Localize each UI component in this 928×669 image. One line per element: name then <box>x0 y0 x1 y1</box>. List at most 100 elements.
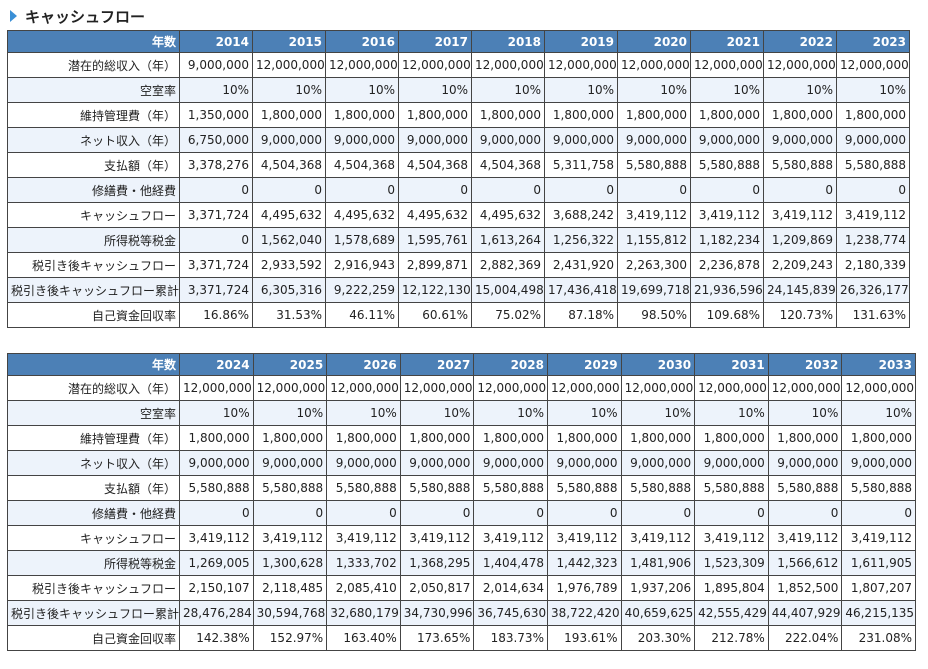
cell-value: 0 <box>836 177 910 203</box>
cell-value: 0 <box>690 177 764 203</box>
cell-value: 0 <box>252 177 326 203</box>
cell-value: 10% <box>252 77 326 103</box>
cell-value: 10% <box>399 400 475 426</box>
cell-value: 0 <box>841 500 916 526</box>
cell-value: 5,580,888 <box>690 152 764 178</box>
cell-value: 9,000,000 <box>326 450 401 476</box>
cell-value: 42,555,429 <box>694 600 769 626</box>
cell-value: 1,800,000 <box>252 425 328 451</box>
cell-value: 3,419,112 <box>836 202 910 228</box>
section-title: キャッシュフロー <box>10 5 145 27</box>
year-header: 2027 <box>399 353 475 376</box>
year-header: 2031 <box>694 353 769 376</box>
cell-value: 109.68% <box>690 302 764 328</box>
title-text: キャッシュフロー <box>25 7 146 26</box>
cell-value: 9,000,000 <box>620 450 696 476</box>
row-label: 自己資金回収率 <box>7 302 180 328</box>
title-marker <box>10 10 17 22</box>
year-header: 2015 <box>252 30 326 53</box>
year-header: 2032 <box>767 353 843 376</box>
cell-value: 1,300,628 <box>252 550 328 576</box>
cell-value: 1,800,000 <box>252 102 326 128</box>
cell-value: 12,000,000 <box>694 375 769 401</box>
cell-value: 2,263,300 <box>617 252 691 278</box>
cell-value: 3,419,112 <box>841 525 916 551</box>
cell-value: 3,371,724 <box>179 277 253 303</box>
cell-value: 4,504,368 <box>471 152 545 178</box>
cell-value: 2,050,817 <box>399 575 475 601</box>
data-row: 空室率 10% 10% 10% 10% 10% 10% 10% 10% 10% 10% <box>7 400 916 426</box>
cell-value: 2,899,871 <box>398 252 472 278</box>
cell-value: 152.97% <box>252 625 328 651</box>
cell-value: 12,000,000 <box>690 52 764 78</box>
cell-value: 0 <box>694 500 769 526</box>
cell-value: 1,368,295 <box>399 550 475 576</box>
cell-value: 2,209,243 <box>763 252 837 278</box>
year-header: 2029 <box>546 353 622 376</box>
cell-value: 12,000,000 <box>326 375 401 401</box>
cell-value: 5,580,888 <box>620 475 696 501</box>
cell-value: 3,419,112 <box>694 525 769 551</box>
cell-value: 1,807,207 <box>841 575 916 601</box>
row-label: 修繕費・他経費 <box>7 177 180 203</box>
row-label: 所得税等税金 <box>7 550 180 576</box>
cell-value: 38,722,420 <box>546 600 622 626</box>
data-row: 空室率 10% 10% 10% 10% 10% 10% 10% 10% 10% 10% <box>7 77 910 103</box>
cell-value: 163.40% <box>326 625 401 651</box>
cell-value: 9,000,000 <box>546 450 622 476</box>
cell-value: 46.11% <box>325 302 399 328</box>
cell-value: 1,800,000 <box>763 102 837 128</box>
cell-value: 203.30% <box>620 625 696 651</box>
cell-value: 5,580,888 <box>836 152 910 178</box>
cell-value: 1,209,869 <box>763 227 837 253</box>
cell-value: 1,800,000 <box>767 425 843 451</box>
cell-value: 1,155,812 <box>617 227 691 253</box>
row-label: キャッシュフロー <box>7 202 180 228</box>
cell-value: 4,495,632 <box>398 202 472 228</box>
data-row: 自己資金回収率 142.38% 152.97% 163.40% 173.65% 183.7… <box>7 625 916 651</box>
cell-value: 1,800,000 <box>620 425 696 451</box>
cell-value: 5,580,888 <box>546 475 622 501</box>
cell-value: 0 <box>544 177 618 203</box>
year-header: 2026 <box>326 353 401 376</box>
cell-value: 46,215,135 <box>841 600 916 626</box>
cell-value: 10% <box>473 400 548 426</box>
cell-value: 0 <box>473 500 548 526</box>
year-header: 2028 <box>473 353 548 376</box>
cell-value: 9,000,000 <box>690 127 764 153</box>
cell-value: 5,311,758 <box>544 152 618 178</box>
row-label: 空室率 <box>7 77 180 103</box>
data-row: 維持管理費（年） 1,800,000 1,800,000 1,800,000 1,800… <box>7 425 916 451</box>
cell-value: 1,404,478 <box>473 550 548 576</box>
cell-value: 10% <box>544 77 618 103</box>
cell-value: 10% <box>617 77 691 103</box>
cell-value: 193.61% <box>546 625 622 651</box>
row-label: 税引き後キャッシュフロー累計 <box>7 600 180 626</box>
cell-value: 1,800,000 <box>473 425 548 451</box>
cell-value: 3,419,112 <box>399 525 475 551</box>
year-header: 2018 <box>471 30 545 53</box>
data-row: 支払額（年） 3,378,276 4,504,368 4,504,368 4,504,3… <box>7 152 910 178</box>
cell-value: 9,000,000 <box>399 450 475 476</box>
cell-value: 1,800,000 <box>836 102 910 128</box>
cell-value: 10% <box>767 400 843 426</box>
cell-value: 4,504,368 <box>252 152 326 178</box>
cell-value: 12,000,000 <box>398 52 472 78</box>
year-header: 2021 <box>690 30 764 53</box>
year-header: 2025 <box>252 353 328 376</box>
cell-value: 0 <box>398 177 472 203</box>
year-header: 2023 <box>836 30 910 53</box>
year-header: 2030 <box>620 353 696 376</box>
cell-value: 0 <box>252 500 328 526</box>
cell-value: 12,000,000 <box>179 375 254 401</box>
row-label: ネット収入（年） <box>7 450 180 476</box>
cell-value: 5,580,888 <box>326 475 401 501</box>
cell-value: 10% <box>690 77 764 103</box>
row-label: 潜在的総収入（年） <box>7 375 180 401</box>
data-row: 自己資金回収率 16.86% 31.53% 46.11% 60.61% 75.02% 87.… <box>7 302 910 328</box>
cell-value: 0 <box>399 500 475 526</box>
cell-value: 2,118,485 <box>252 575 328 601</box>
year-header: 2014 <box>179 30 253 53</box>
cell-value: 9,000,000 <box>252 450 328 476</box>
cell-value: 1,800,000 <box>690 102 764 128</box>
